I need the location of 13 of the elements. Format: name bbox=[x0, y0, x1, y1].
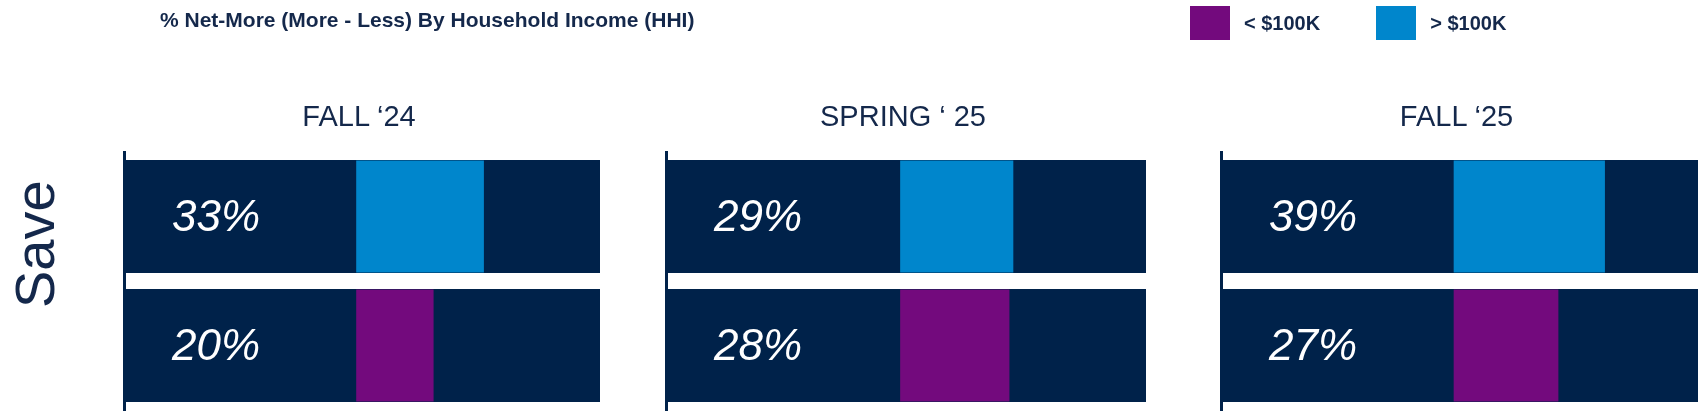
data-label: 39% bbox=[1269, 190, 1358, 240]
chart-title: % Net-More (More - Less) By Household Income (HHI) bbox=[160, 8, 695, 32]
data-label: 28% bbox=[713, 319, 803, 369]
y-axis-title: Save bbox=[2, 180, 67, 308]
data-label: 27% bbox=[1268, 319, 1358, 369]
data-label: 33% bbox=[172, 190, 261, 240]
data-label: 20% bbox=[171, 319, 261, 369]
chart-subtitle: FALL ‘25 bbox=[1398, 100, 1515, 133]
data-label: 29% bbox=[713, 190, 803, 240]
legend-label: > $100K bbox=[1430, 11, 1507, 35]
chart-subtitle: FALL ‘24 bbox=[301, 100, 417, 133]
chart-subtitle: SPRING ‘ 25 bbox=[819, 100, 987, 133]
legend-label: < $100K bbox=[1244, 11, 1321, 35]
